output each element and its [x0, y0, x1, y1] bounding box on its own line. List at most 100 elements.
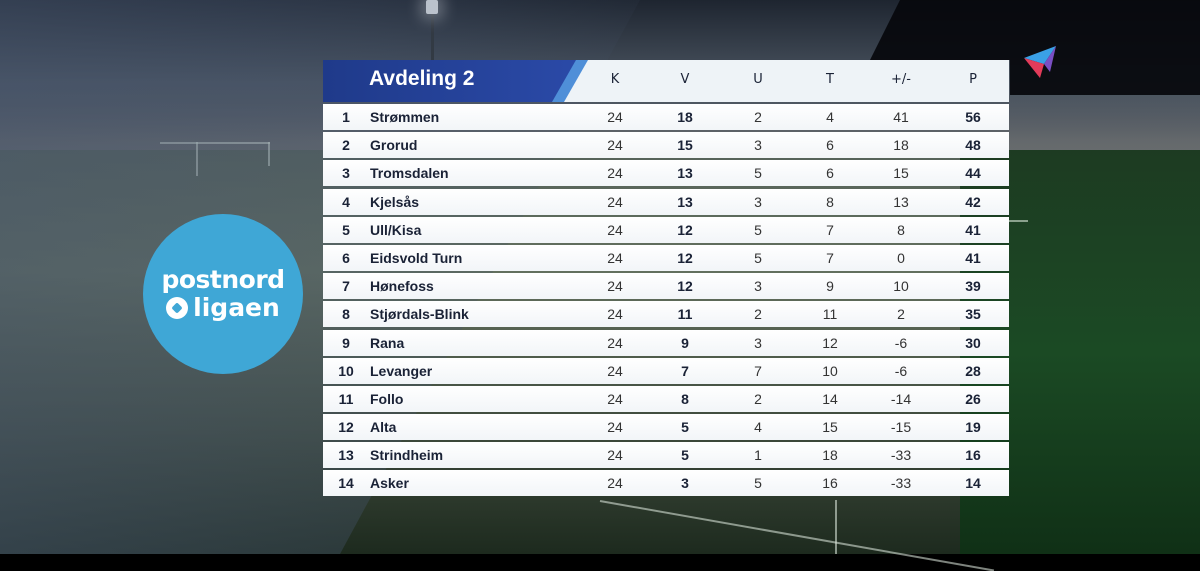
table-row: 5 Ull/Kisa 24 12 5 7 8 41: [323, 216, 1009, 243]
standings-table: Avdeling 2 K V U T +/- P 1 Strømmen 24 18 2 4…: [323, 60, 1009, 499]
row-v: 15: [677, 137, 693, 154]
row-u: 5: [754, 475, 762, 492]
row-k: 24: [607, 249, 623, 266]
row-t: 7: [826, 221, 834, 238]
title-block: [323, 60, 585, 102]
col-head-u: U: [753, 72, 763, 87]
table-row: 10 Levanger 24 7 7 10 -6 28: [323, 357, 1009, 384]
row-diff: -14: [890, 390, 912, 407]
table-body: 1 Strømmen 24 18 2 4 41 56 2 Grorud 24 15 3 6 18 48 3 Tro…: [323, 104, 1009, 499]
row-t: 12: [822, 334, 838, 351]
row-team: Grorud: [370, 137, 418, 154]
row-v: 12: [677, 221, 693, 238]
row-diff: 13: [893, 193, 909, 210]
row-p: 39: [965, 278, 981, 295]
row-u: 5: [754, 221, 762, 238]
row-rank: 8: [342, 306, 350, 323]
row-k: 24: [607, 221, 623, 238]
row-rank: 9: [342, 334, 350, 351]
row-p: 35: [965, 306, 981, 323]
row-team: Hønefoss: [370, 278, 434, 295]
row-v: 18: [677, 109, 693, 125]
row-v: 3: [681, 475, 689, 492]
row-diff: -6: [894, 334, 908, 351]
row-k: 24: [607, 109, 623, 125]
row-k: 24: [607, 447, 623, 464]
row-k: 24: [607, 390, 623, 407]
col-head-k: K: [610, 72, 620, 87]
row-t: 14: [822, 390, 838, 407]
row-team: Asker: [370, 475, 409, 492]
table-row: 13 Strindheim 24 5 1 18 -33 16: [323, 442, 1009, 469]
row-u: 3: [754, 137, 762, 154]
row-v: 5: [681, 447, 689, 464]
row-p: 19: [965, 419, 981, 436]
row-diff: -33: [890, 447, 912, 464]
table-row: 12 Alta 24 5 4 15 -15 19: [323, 414, 1009, 441]
row-t: 10: [822, 362, 838, 379]
row-p: 26: [965, 390, 981, 407]
row-v: 8: [681, 390, 689, 407]
col-head-v: V: [680, 72, 690, 87]
row-p: 41: [965, 221, 981, 238]
row-k: 24: [607, 419, 623, 436]
row-t: 15: [822, 419, 838, 436]
row-p: 30: [965, 334, 981, 351]
pitch-line: [1008, 220, 1028, 222]
row-diff: 41: [893, 109, 909, 125]
row-p: 14: [965, 475, 981, 492]
row-team: Kjelsås: [370, 193, 420, 210]
row-u: 2: [754, 306, 762, 323]
table-row: 11 Follo 24 8 2 14 -14 26: [323, 385, 1009, 412]
row-v: 12: [677, 249, 693, 266]
row-t: 11: [822, 306, 838, 323]
row-team: Ull/Kisa: [370, 221, 422, 238]
league-logo-line2-wrap: ligaen: [166, 294, 280, 322]
row-diff: 18: [893, 137, 909, 154]
row-diff: 2: [897, 306, 905, 323]
row-v: 12: [677, 278, 693, 295]
row-t: 16: [822, 475, 838, 492]
row-p: 42: [965, 193, 981, 210]
row-v: 11: [677, 306, 693, 323]
row-v: 7: [681, 362, 689, 379]
row-t: 9: [826, 278, 834, 295]
row-v: 5: [681, 419, 689, 436]
row-rank: 13: [338, 447, 354, 464]
row-diff: -33: [890, 475, 912, 492]
row-t: 4: [826, 109, 834, 125]
row-team: Levanger: [370, 362, 433, 379]
row-rank: 6: [342, 249, 350, 266]
row-rank: 7: [342, 278, 350, 295]
pitch-line: [835, 500, 837, 554]
row-k: 24: [607, 362, 623, 379]
row-rank: 12: [338, 419, 354, 436]
col-head-t: T: [826, 72, 834, 87]
row-p: 56: [965, 109, 981, 125]
table-row: 7 Hønefoss 24 12 3 9 10 39: [323, 273, 1009, 300]
row-t: 7: [826, 249, 834, 266]
col-head-p: P: [969, 72, 977, 87]
row-diff: 10: [893, 278, 909, 295]
table-row: 8 Stjørdals-Blink 24 11 2 11 2 35: [323, 301, 1009, 328]
row-k: 24: [607, 278, 623, 295]
row-p: 41: [965, 249, 981, 266]
table-row: 14 Asker 24 3 5 16 -33 14: [323, 470, 1009, 497]
league-logo-line2: ligaen: [193, 293, 280, 322]
row-u: 3: [754, 278, 762, 295]
row-team: Rana: [370, 334, 405, 351]
row-diff: -6: [894, 362, 908, 379]
table-row: 9 Rana 24 9 3 12 -6 30: [323, 329, 1009, 356]
table-row: 1 Strømmen 24 18 2 4 41 56: [323, 104, 1009, 130]
row-team: Strindheim: [370, 447, 444, 464]
row-rank: 10: [338, 362, 354, 379]
row-u: 4: [754, 419, 762, 436]
row-p: 44: [965, 165, 981, 182]
row-k: 24: [607, 165, 623, 182]
row-k: 24: [607, 193, 623, 210]
row-u: 5: [754, 165, 762, 182]
row-u: 5: [754, 249, 762, 266]
row-t: 6: [826, 165, 834, 182]
row-rank: 14: [338, 475, 354, 492]
row-p: 16: [965, 447, 981, 464]
